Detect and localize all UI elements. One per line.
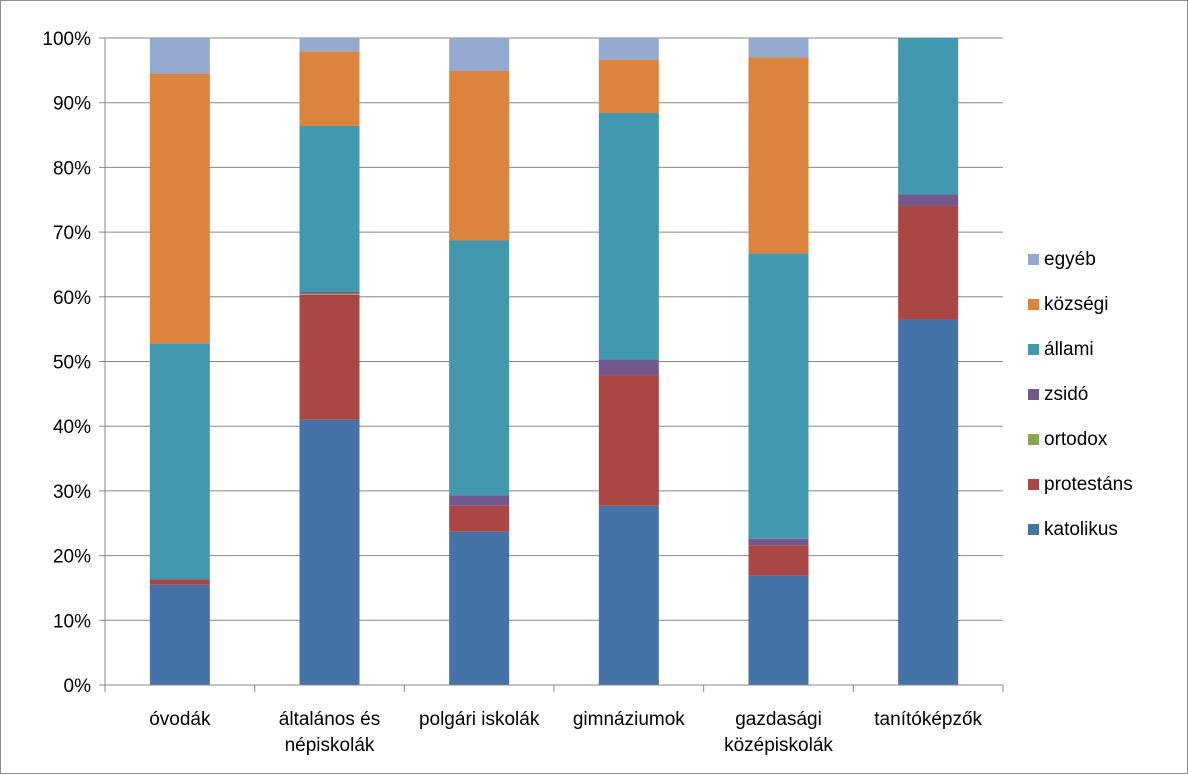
legend-label: katolikus [1044,519,1118,540]
y-tick-label: 80% [53,158,91,179]
legend: egyéb községi állami zsidó ortodox protestáns… [1028,249,1133,540]
x-tick-label: tanítóképzők [874,709,982,730]
x-tick-label: gimnáziumok [573,709,685,730]
bar-segment [598,359,659,376]
legend-swatch [1028,434,1039,445]
legend-swatch [1028,254,1039,265]
bar-segment [898,319,959,685]
bar-segment [299,419,360,685]
bar-segment [748,57,809,254]
legend-label: zsidó [1044,384,1088,405]
legend-swatch [1028,299,1039,310]
y-tick-label: 40% [53,417,91,438]
bar-segment [598,113,659,360]
bar-segment [449,70,510,241]
x-tick-label: általános és [279,709,380,730]
bar-segment [449,531,510,685]
bar-segment [898,205,959,320]
legend-swatch [1028,389,1039,400]
legend-label: protestáns [1044,474,1133,495]
bar-segment [149,38,210,74]
bar-segment [898,194,959,206]
bar-segment [149,579,210,585]
bar-segment [299,291,360,294]
legend-swatch [1028,479,1039,490]
x-tick-label: középiskolák [724,735,833,756]
y-tick-label: 100% [42,29,91,50]
bar-segment [598,38,659,60]
bar-segment [149,584,210,685]
bar-segment [748,538,809,546]
bar-segment [598,59,659,114]
bar-segment [149,73,210,344]
y-tick-label: 70% [53,223,91,244]
y-tick-label: 10% [53,611,91,632]
bar-segment [449,38,510,71]
bar-segment [299,293,360,295]
bar-segment [149,343,210,580]
bar-segment [748,253,809,539]
bar-segment [299,38,360,52]
bars [149,38,959,685]
bar-segment [748,575,809,685]
axes: 0% 10% 20% 30% 40% 50% 60% 70% 80% 90% 100% óvodák á… [42,29,1004,756]
bar-segment [299,125,360,292]
bar-segment [598,505,659,685]
y-tick-label: 60% [53,288,91,309]
y-tick-label: 90% [53,94,91,115]
x-tick-label: polgári iskolák [419,709,540,730]
bar-segment [598,375,659,506]
legend-swatch [1028,344,1039,355]
bar-segment [449,240,510,496]
y-tick-label: 0% [64,676,92,697]
y-tick-label: 20% [53,547,91,568]
bar-segment [449,505,510,532]
legend-label: ortodox [1044,429,1108,450]
bar-segment [299,51,360,126]
bar-segment [898,38,959,195]
legend-label: egyéb [1044,249,1096,270]
x-tick-label: óvodák [149,709,211,730]
legend-label: állami [1044,339,1094,360]
bar-segment [748,38,809,58]
bar-segment [748,545,809,576]
gridlines [105,37,1003,621]
y-tick-label: 50% [53,353,91,374]
legend-swatch [1028,524,1039,535]
bar-segment [299,294,360,420]
y-tick-label: 30% [53,482,91,503]
x-tick-label: gazdasági [735,709,822,730]
bar-segment [449,495,510,506]
legend-label: községi [1044,294,1108,315]
x-tick-label: népiskolák [285,735,375,756]
